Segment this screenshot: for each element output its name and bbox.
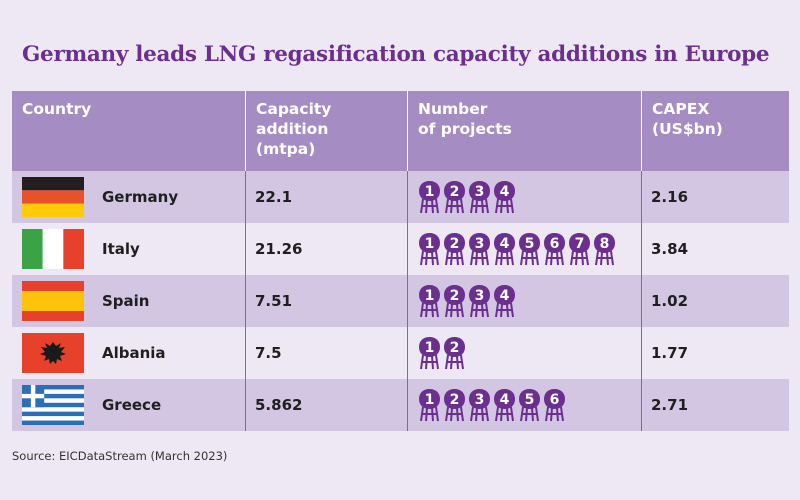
lng-terminal-pin-icon: 5 bbox=[519, 389, 540, 422]
data-table: Country Capacity addition (mtpa) Number … bbox=[12, 91, 789, 431]
country-cell: Albania bbox=[12, 327, 245, 379]
lng-terminal-pin-icon: 2 bbox=[444, 337, 465, 370]
lng-terminal-pin-icon: 4 bbox=[494, 389, 515, 422]
capacity-cell: 5.862 bbox=[245, 379, 407, 431]
pin-number: 1 bbox=[425, 392, 435, 408]
country-cell: Greece bbox=[12, 379, 245, 431]
pin-number: 4 bbox=[500, 236, 510, 252]
chart-title: Germany leads LNG regasification capacit… bbox=[22, 42, 770, 67]
capacity-cell: 7.5 bbox=[245, 327, 407, 379]
pin-number: 1 bbox=[425, 340, 435, 356]
pin-number: 3 bbox=[475, 288, 485, 304]
country-name: Germany bbox=[102, 188, 179, 206]
country-name: Greece bbox=[102, 396, 162, 414]
pin-number: 2 bbox=[450, 340, 460, 356]
lng-terminal-pin-icon: 2 bbox=[444, 389, 465, 422]
lng-terminal-pin-icon: 6 bbox=[544, 233, 565, 266]
albania-flag-icon bbox=[22, 333, 84, 373]
country-name: Albania bbox=[102, 344, 166, 362]
lng-terminal-pin-icon: 2 bbox=[444, 181, 465, 214]
capacity-cell: 22.1 bbox=[245, 171, 407, 223]
pin-number: 4 bbox=[500, 184, 510, 200]
country-name: Italy bbox=[102, 240, 140, 258]
pin-number: 6 bbox=[550, 392, 560, 408]
pin-number: 4 bbox=[500, 288, 510, 304]
lng-terminal-pin-icon: 3 bbox=[469, 181, 490, 214]
lng-terminal-pin-icon: 7 bbox=[569, 233, 590, 266]
header-country: Country bbox=[22, 100, 92, 118]
lng-terminal-pin-icon: 1 bbox=[419, 181, 440, 214]
pin-number: 2 bbox=[450, 184, 460, 200]
pin-number: 7 bbox=[575, 236, 585, 252]
capex-cell: 2.16 bbox=[641, 171, 789, 223]
lng-terminal-pin-icon: 5 bbox=[519, 233, 540, 266]
italy-flag-icon bbox=[22, 229, 84, 269]
country-cell: Spain bbox=[12, 275, 245, 327]
pin-number: 3 bbox=[475, 236, 485, 252]
pin-number: 6 bbox=[550, 236, 560, 252]
header-capacity: Capacity addition (mtpa) bbox=[245, 91, 407, 171]
country-cell: Germany bbox=[12, 171, 245, 223]
lng-terminal-pin-icon: 1 bbox=[419, 285, 440, 318]
pin-number: 1 bbox=[425, 236, 435, 252]
pin-number: 8 bbox=[600, 236, 610, 252]
spain-flag-icon bbox=[22, 281, 84, 321]
capacity-cell: 21.26 bbox=[245, 223, 407, 275]
pin-number: 4 bbox=[500, 392, 510, 408]
lng-terminal-pin-icon: 2 bbox=[444, 285, 465, 318]
pin-number: 3 bbox=[475, 392, 485, 408]
lng-terminal-pin-icon: 1 bbox=[419, 233, 440, 266]
lng-terminal-pin-icon: 4 bbox=[494, 181, 515, 214]
pin-number: 5 bbox=[525, 236, 535, 252]
header-projects: Number of projects bbox=[407, 91, 641, 171]
pin-number: 1 bbox=[425, 184, 435, 200]
lng-terminal-pin-icon: 8 bbox=[594, 233, 615, 266]
lng-terminal-pin-icon: 6 bbox=[544, 389, 565, 422]
germany-flag-icon bbox=[22, 177, 84, 217]
greece-flag-icon bbox=[22, 385, 84, 425]
pin-number: 2 bbox=[450, 236, 460, 252]
country-cell: Italy bbox=[12, 223, 245, 275]
lng-terminal-pin-icon: 4 bbox=[494, 285, 515, 318]
pin-number: 1 bbox=[425, 288, 435, 304]
lng-terminal-pin-icon: 2 bbox=[444, 233, 465, 266]
lng-terminal-pin-icon: 1 bbox=[419, 389, 440, 422]
lng-terminal-pin-icon: 3 bbox=[469, 285, 490, 318]
pin-number: 2 bbox=[450, 392, 460, 408]
table-header: Country Capacity addition (mtpa) Number … bbox=[12, 91, 789, 171]
lng-terminal-pin-icon: 1 bbox=[419, 337, 440, 370]
pin-number: 2 bbox=[450, 288, 460, 304]
pin-number: 5 bbox=[525, 392, 535, 408]
lng-terminal-pin-icon: 4 bbox=[494, 233, 515, 266]
capex-cell: 1.02 bbox=[641, 275, 789, 327]
capex-cell: 1.77 bbox=[641, 327, 789, 379]
source-note: Source: EICDataStream (March 2023) bbox=[12, 449, 228, 463]
pin-number: 3 bbox=[475, 184, 485, 200]
header-capex: CAPEX (US$bn) bbox=[641, 91, 789, 171]
country-name: Spain bbox=[102, 292, 150, 310]
capex-cell: 2.71 bbox=[641, 379, 789, 431]
lng-terminal-pin-icon: 3 bbox=[469, 389, 490, 422]
lng-terminal-pin-icon: 3 bbox=[469, 233, 490, 266]
capex-cell: 3.84 bbox=[641, 223, 789, 275]
capacity-cell: 7.51 bbox=[245, 275, 407, 327]
